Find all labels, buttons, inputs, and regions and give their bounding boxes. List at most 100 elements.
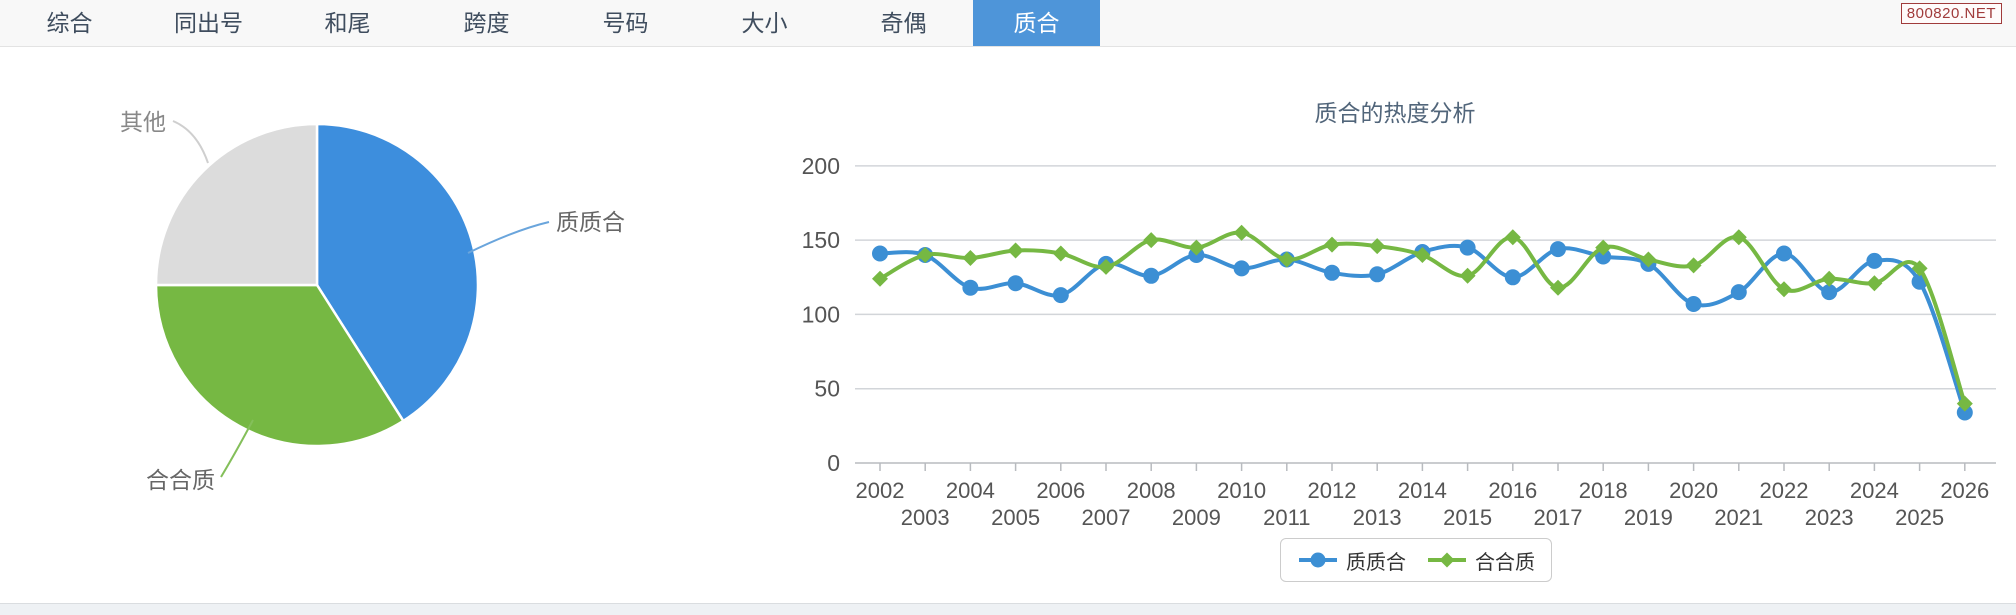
- x-tick-label: 2025: [1895, 505, 1944, 530]
- data-point-series-2[interactable]: [1550, 279, 1566, 296]
- data-point-series-1[interactable]: [1459, 239, 1476, 256]
- data-point-series-1[interactable]: [962, 279, 979, 296]
- data-point-series-2[interactable]: [1278, 251, 1295, 268]
- line-chart-title: 质合的热度分析: [1314, 100, 1476, 126]
- y-tick-label: 100: [802, 301, 840, 327]
- x-tick-label: 2016: [1488, 478, 1537, 503]
- data-point-series-2[interactable]: [1956, 395, 1973, 412]
- x-tick-label: 2009: [1172, 505, 1221, 530]
- x-tick-label: 2005: [991, 505, 1040, 530]
- chart-legend: 质质合 合合质: [1280, 538, 1552, 582]
- data-point-series-2[interactable]: [1776, 281, 1792, 298]
- pie-label: 质质合: [556, 209, 625, 235]
- legend-label: 质质合: [1346, 551, 1406, 574]
- x-tick-label: 2026: [1940, 478, 1989, 503]
- x-tick-label: 2011: [1263, 505, 1310, 530]
- data-point-series-1[interactable]: [1866, 252, 1883, 269]
- pie-slice-2[interactable]: [154, 283, 406, 448]
- tab-kuadu[interactable]: 跨度: [463, 10, 510, 36]
- data-point-series-1[interactable]: [1233, 260, 1250, 277]
- pie-label-line: [172, 120, 209, 164]
- data-point-series-2[interactable]: [1098, 258, 1114, 275]
- data-point-series-2[interactable]: [1007, 242, 1024, 259]
- data-point-series-2[interactable]: [1911, 260, 1928, 277]
- pie-label-line: [220, 419, 254, 478]
- data-point-series-2[interactable]: [1459, 267, 1476, 284]
- data-point-series-1[interactable]: [1776, 245, 1792, 262]
- data-point-series-1[interactable]: [872, 245, 888, 262]
- data-point-series-1[interactable]: [1821, 284, 1838, 301]
- data-point-series-1[interactable]: [1369, 266, 1386, 283]
- data-point-series-2[interactable]: [872, 270, 888, 287]
- pie-label: 其他: [120, 109, 166, 135]
- data-point-series-2[interactable]: [1821, 270, 1838, 287]
- x-tick-label: 2019: [1624, 505, 1673, 530]
- y-tick-label: 50: [814, 376, 840, 402]
- data-point-series-1[interactable]: [1504, 269, 1521, 286]
- x-tick-label: 2014: [1398, 478, 1447, 503]
- data-point-series-2[interactable]: [1188, 239, 1205, 256]
- tab-tongchuhao[interactable]: 同出号: [174, 10, 243, 36]
- data-point-series-2[interactable]: [1504, 229, 1521, 246]
- tab-haoma[interactable]: 号码: [602, 10, 649, 36]
- data-point-series-2[interactable]: [1324, 236, 1340, 253]
- data-point-series-2[interactable]: [1866, 275, 1883, 292]
- legend-item-series-1[interactable]: 质质合: [1297, 546, 1406, 575]
- x-tick-label: 2023: [1805, 505, 1854, 530]
- data-point-series-1[interactable]: [1595, 248, 1612, 265]
- data-point-series-2[interactable]: [1143, 232, 1160, 249]
- x-tick-label: 2004: [946, 478, 995, 503]
- x-tick-label: 2007: [1082, 505, 1131, 530]
- x-tick-label: 2012: [1308, 478, 1357, 503]
- tab-zonghe[interactable]: 综合: [46, 10, 93, 36]
- pie-label-line: [467, 221, 550, 254]
- x-tick-label: 2021: [1714, 505, 1763, 530]
- data-point-series-2[interactable]: [1369, 238, 1386, 255]
- tab-hewei[interactable]: 和尾: [324, 10, 371, 36]
- x-tick-label: 2006: [1036, 478, 1085, 503]
- data-point-series-1[interactable]: [1052, 287, 1069, 304]
- data-point-series-1[interactable]: [1007, 275, 1024, 292]
- data-point-series-2[interactable]: [917, 247, 934, 263]
- data-point-series-2[interactable]: [1595, 239, 1612, 256]
- y-tick-label: 200: [802, 153, 840, 179]
- legend-marker-circle-icon: [1299, 552, 1337, 568]
- pie-label: 合合质: [146, 467, 215, 493]
- watermark-badge: 800820.NET: [1900, 3, 2002, 24]
- tab-daxiao[interactable]: 大小: [741, 10, 788, 36]
- data-point-series-2[interactable]: [1640, 251, 1657, 268]
- x-tick-label: 2017: [1534, 505, 1583, 530]
- x-tick-label: 2020: [1669, 478, 1718, 503]
- data-point-series-2[interactable]: [1414, 247, 1431, 263]
- data-point-series-1[interactable]: [1550, 241, 1566, 258]
- x-tick-label: 2008: [1127, 478, 1176, 503]
- x-tick-label: 2018: [1579, 478, 1628, 503]
- x-tick-label: 2024: [1850, 478, 1899, 503]
- data-point-series-2[interactable]: [1052, 245, 1069, 262]
- data-point-series-1[interactable]: [1143, 267, 1160, 284]
- data-point-series-1[interactable]: [1956, 404, 1973, 421]
- tab-bar: 综合 同出号 和尾 跨度 号码 大小 奇偶 质合: [0, 0, 2016, 47]
- legend-item-series-2[interactable]: 合合质: [1426, 546, 1535, 575]
- data-point-series-2[interactable]: [1730, 229, 1747, 246]
- legend-label: 合合质: [1475, 551, 1535, 574]
- tab-zhihe[interactable]: 质合: [973, 0, 1100, 46]
- bottom-section-divider: [0, 603, 2016, 615]
- data-point-series-1[interactable]: [1685, 296, 1702, 312]
- tab-qiou[interactable]: 奇偶: [880, 10, 927, 36]
- legend-marker-diamond-icon: [1428, 552, 1466, 568]
- data-point-series-1[interactable]: [1324, 264, 1340, 281]
- data-point-series-2[interactable]: [962, 250, 979, 266]
- x-tick-label: 2013: [1353, 505, 1402, 530]
- pie-slice-3[interactable]: [154, 122, 319, 287]
- x-tick-label: 2010: [1217, 478, 1266, 503]
- x-tick-label: 2003: [901, 505, 950, 530]
- data-point-series-2[interactable]: [1685, 257, 1702, 274]
- series-line-1: [878, 243, 1967, 415]
- y-tick-label: 150: [802, 227, 840, 253]
- x-tick-label: 2002: [856, 478, 905, 503]
- data-point-series-2[interactable]: [1233, 224, 1250, 241]
- x-tick-label: 2022: [1760, 478, 1809, 503]
- data-point-series-1[interactable]: [1730, 284, 1747, 301]
